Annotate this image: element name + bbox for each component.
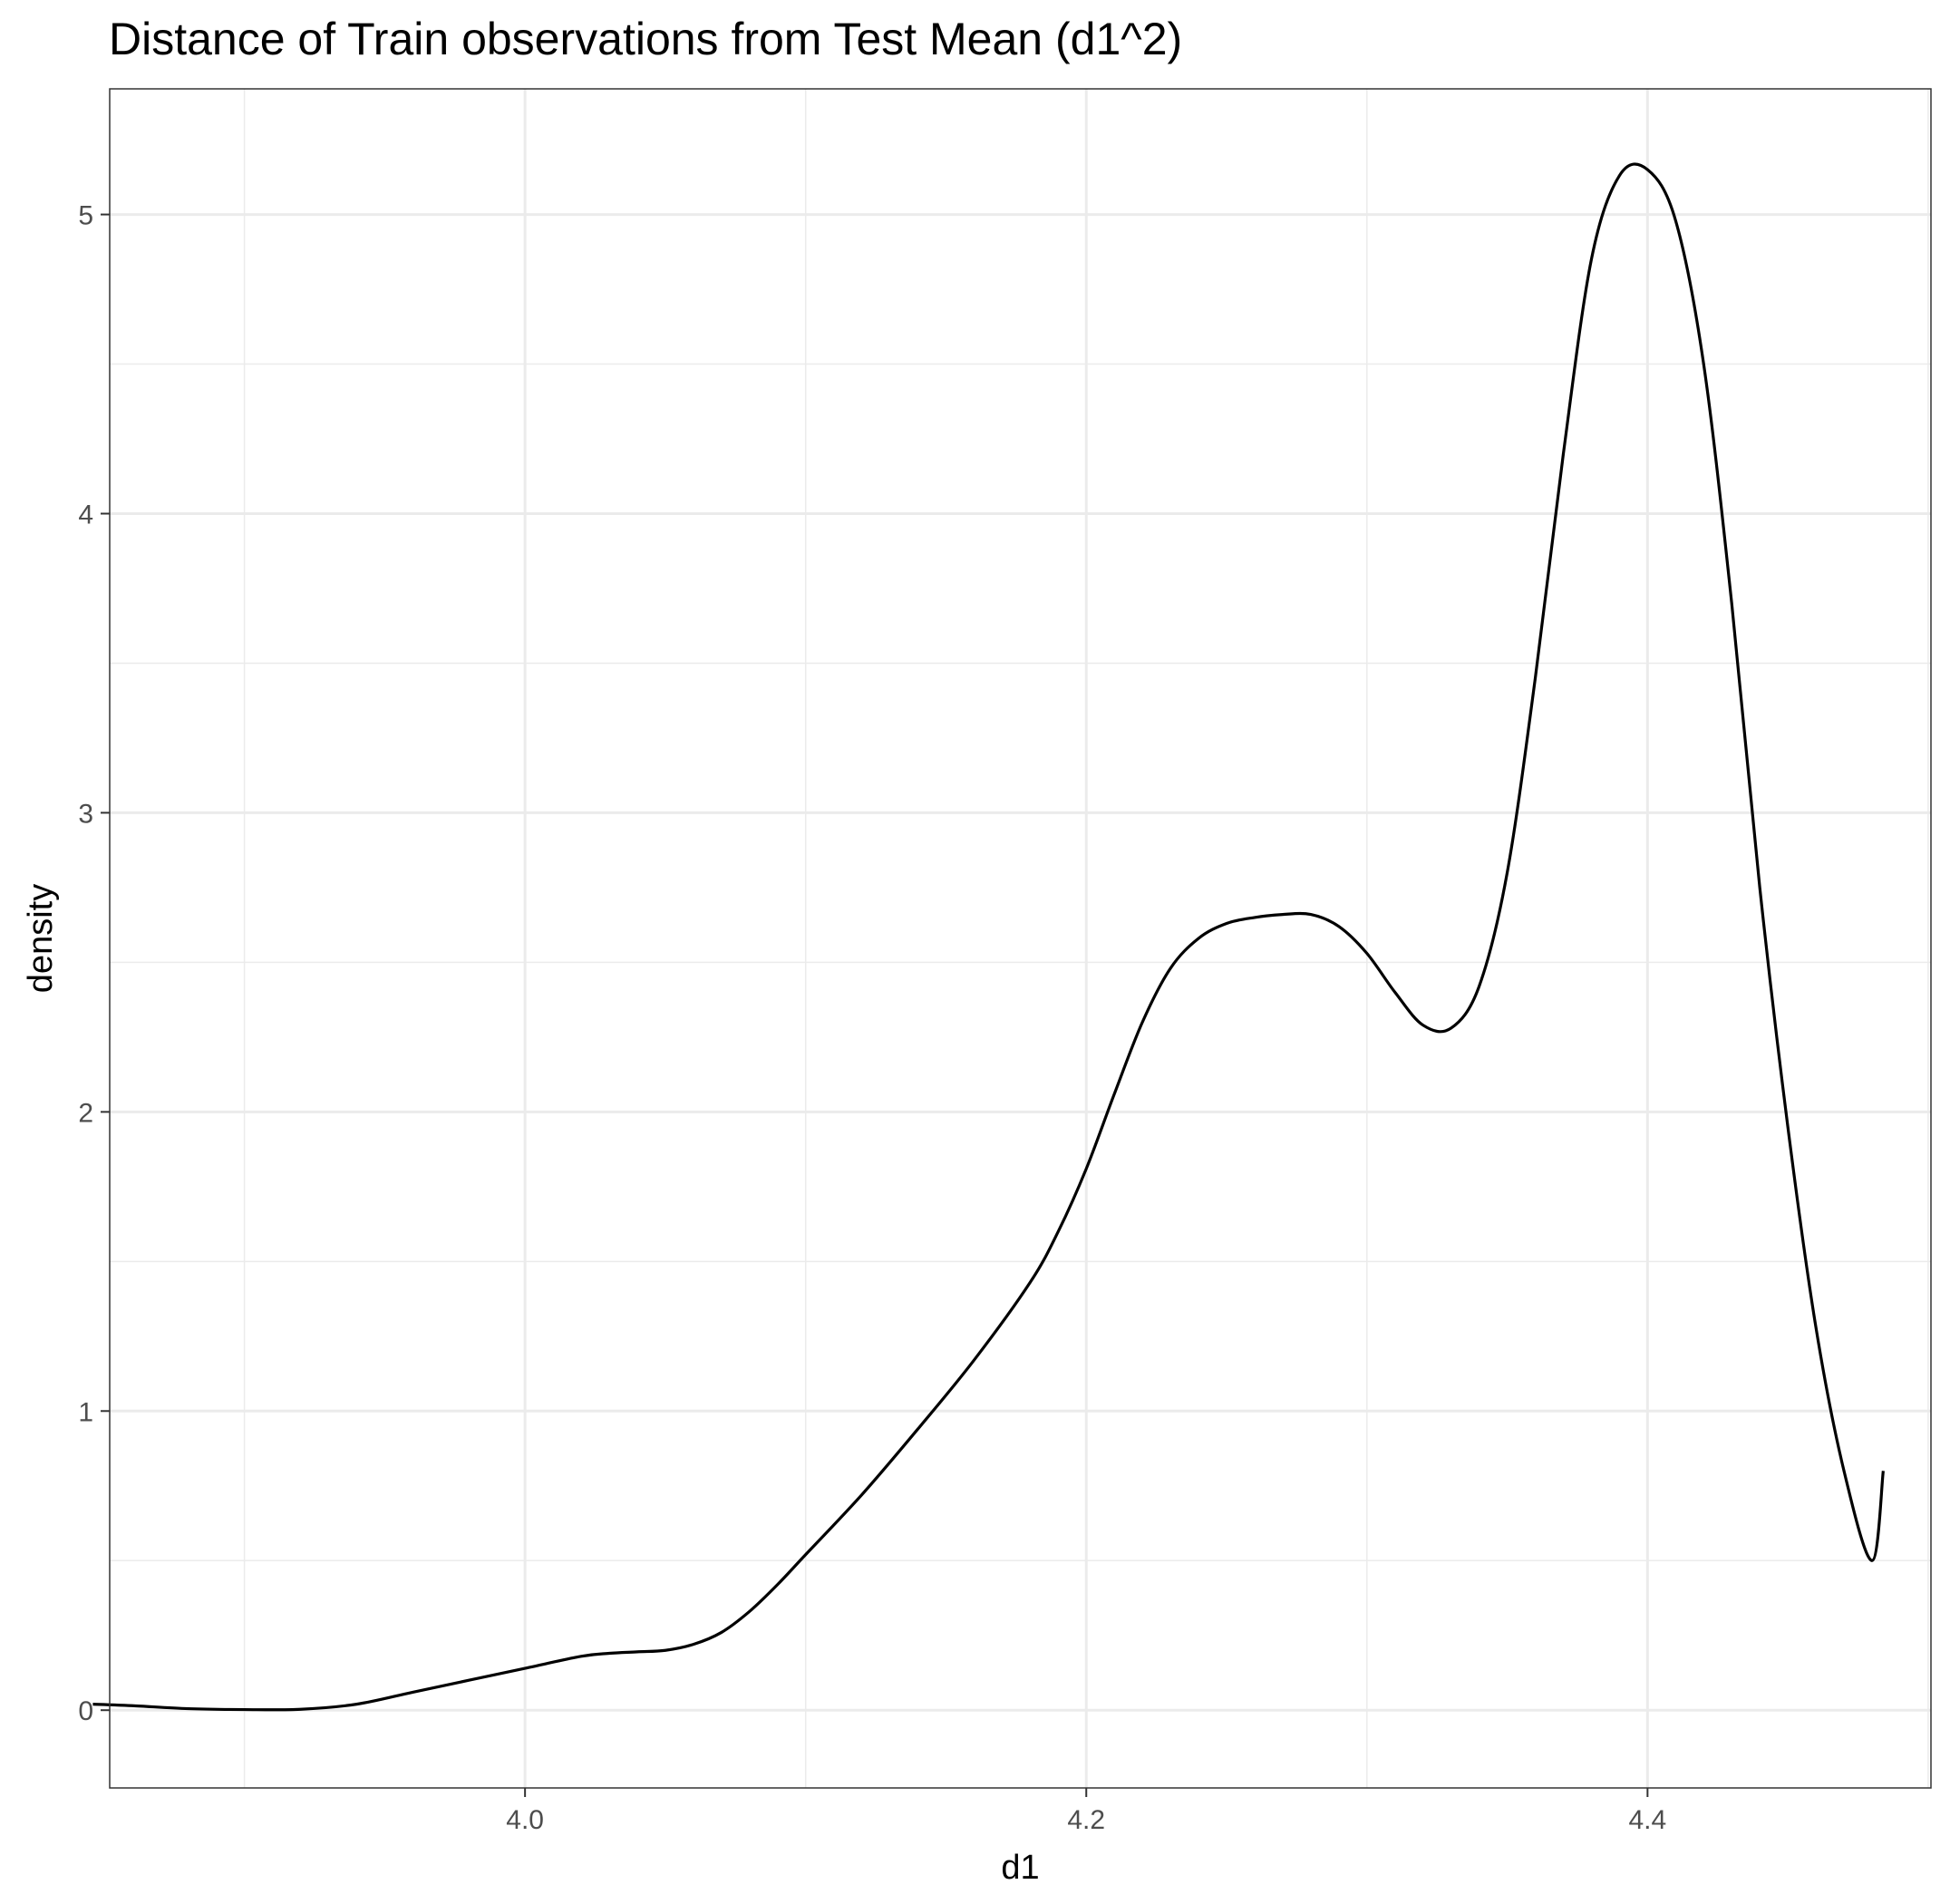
y-axis-ticks: 0 1 2 3 4 5 — [78, 201, 110, 1726]
x-tick-label: 4.2 — [1067, 1805, 1105, 1835]
x-axis-title: d1 — [1001, 1849, 1039, 1887]
minor-gridlines — [110, 89, 1931, 1788]
major-gridlines — [110, 89, 1931, 1788]
y-tick-label: 5 — [78, 201, 93, 231]
density-line — [92, 162, 1885, 1712]
y-tick-label: 4 — [78, 500, 93, 530]
chart-title: Distance of Train observations from Test… — [109, 14, 1183, 64]
x-axis-ticks: 4.0 4.2 4.4 — [506, 1788, 1666, 1835]
y-tick-label: 3 — [78, 799, 93, 829]
y-tick-label: 1 — [78, 1397, 93, 1427]
panel-border — [109, 88, 1932, 1789]
y-axis-title: density — [22, 884, 60, 993]
x-tick-label: 4.4 — [1628, 1805, 1666, 1835]
series-layer — [92, 162, 1885, 1712]
y-tick-label: 0 — [78, 1696, 93, 1726]
x-tick-label: 4.0 — [506, 1805, 544, 1835]
y-tick-label: 2 — [78, 1098, 93, 1128]
